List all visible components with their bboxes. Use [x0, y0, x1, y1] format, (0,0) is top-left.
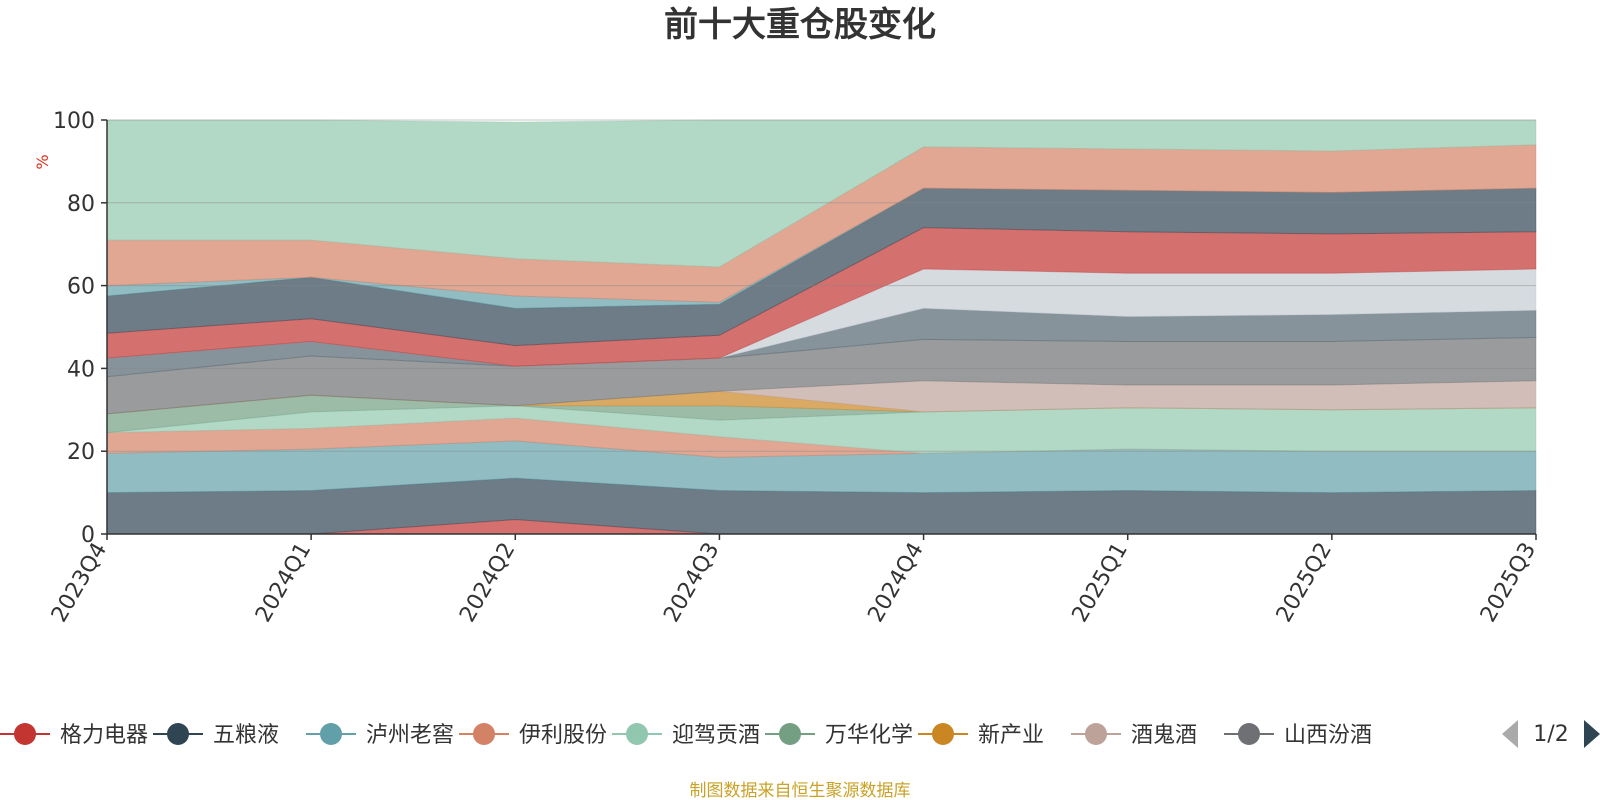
legend-label-4: 迎驾贡酒 [672, 723, 760, 748]
legend-marker-0 [14, 723, 36, 745]
x-tick-label-5: 2025Q1 [1068, 539, 1133, 627]
legend-label-6: 新产业 [978, 723, 1044, 748]
grid-lines [107, 119, 1536, 452]
legend-next-icon[interactable] [1584, 720, 1600, 748]
legend-marker-4 [626, 723, 648, 745]
legend-marker-8 [1238, 723, 1260, 745]
legend-marker-7 [1085, 723, 1107, 745]
legend-label-5: 万华化学 [825, 723, 913, 748]
legend-pager: 1/2 [1502, 720, 1600, 748]
legend-item-8[interactable]: 山西汾酒 [1224, 723, 1372, 748]
y-tick-label-20: 20 [67, 440, 95, 465]
legend-item-3[interactable]: 伊利股份 [459, 723, 607, 748]
area-series-11 [106, 227, 1537, 367]
area-series-14 [106, 144, 1537, 303]
legend-item-4[interactable]: 迎驾贡酒 [612, 723, 760, 748]
legend-items: 格力电器 五粮液 泸州老窖 伊利股份 迎驾贡酒 万华化学 新产业 酒鬼酒 山西汾酒 [0, 723, 1372, 748]
legend-item-7[interactable]: 酒鬼酒 [1071, 723, 1197, 748]
x-tick-label-7: 2025Q3 [1476, 539, 1541, 627]
x-tick-label-4: 2024Q4 [863, 539, 928, 627]
legend-marker-1 [167, 723, 189, 745]
legend-label-3: 伊利股份 [519, 723, 607, 748]
legend-item-5[interactable]: 万华化学 [765, 723, 913, 748]
legend: 格力电器 五粮液 泸州老窖 伊利股份 迎驾贡酒 万华化学 新产业 酒鬼酒 山西汾酒 [0, 723, 1372, 748]
legend-marker-5 [779, 723, 801, 745]
legend-marker-3 [473, 723, 495, 745]
y-tick-label-60: 60 [67, 275, 95, 300]
legend-label-0: 格力电器 [60, 723, 148, 748]
legend-item-6[interactable]: 新产业 [918, 723, 1044, 748]
x-tick-label-6: 2025Q2 [1272, 539, 1337, 627]
y-tick-label-100: 100 [53, 109, 95, 134]
y-tick-label-40: 40 [67, 357, 95, 382]
data-source-note: 制图数据来自恒生聚源数据库 [690, 781, 911, 800]
area-series-2 [106, 440, 1537, 494]
y-tick-label-0: 0 [81, 523, 95, 548]
legend-marker-6 [932, 723, 954, 745]
legend-item-1[interactable]: 五粮液 [153, 723, 279, 748]
legend-prev-icon[interactable] [1502, 720, 1518, 748]
legend-page-label: 1/2 [1533, 722, 1568, 747]
area-series-15 [106, 119, 1537, 268]
legend-item-2[interactable]: 泸州老窖 [306, 723, 454, 748]
legend-item-0[interactable]: 格力电器 [0, 723, 148, 748]
x-tick-label-2: 2024Q2 [455, 539, 520, 627]
chart-title: 前十大重仓股变化 [664, 5, 936, 45]
x-tick-label-0: 2023Q4 [47, 539, 112, 627]
legend-label-7: 酒鬼酒 [1131, 723, 1197, 748]
area-series-10 [106, 268, 1537, 367]
y-tick-label-80: 80 [67, 192, 95, 217]
area-series-9 [106, 307, 1537, 378]
area-series-8 [106, 336, 1537, 415]
legend-label-1: 五粮液 [213, 723, 279, 748]
x-tick-label-1: 2024Q1 [251, 539, 316, 627]
y-axis-unit: % [33, 154, 52, 169]
x-tick-label-3: 2024Q3 [659, 539, 724, 627]
area-series [106, 119, 1537, 535]
legend-label-8: 山西汾酒 [1284, 723, 1372, 748]
legend-marker-2 [320, 723, 342, 745]
legend-label-2: 泸州老窖 [366, 723, 454, 748]
